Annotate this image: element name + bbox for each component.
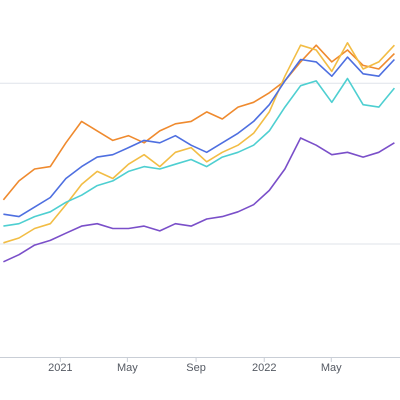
- series-line-0: [2, 44, 395, 201]
- x-axis: 2021 May Sep 2022 May: [0, 357, 400, 374]
- series-line-3: [3, 77, 396, 227]
- series-line-4: [3, 137, 395, 263]
- series-line-1: [3, 42, 395, 244]
- series-lines: [2, 42, 396, 263]
- x-tick-label-0: 2021: [48, 362, 72, 374]
- gridlines: [0, 82, 400, 245]
- series-line-2: [3, 56, 395, 218]
- x-tick-label-1: May: [117, 362, 138, 374]
- x-tick-label-3: 2022: [252, 362, 276, 374]
- x-tick-label-2: Sep: [186, 362, 206, 374]
- x-tick-label-4: May: [321, 362, 342, 374]
